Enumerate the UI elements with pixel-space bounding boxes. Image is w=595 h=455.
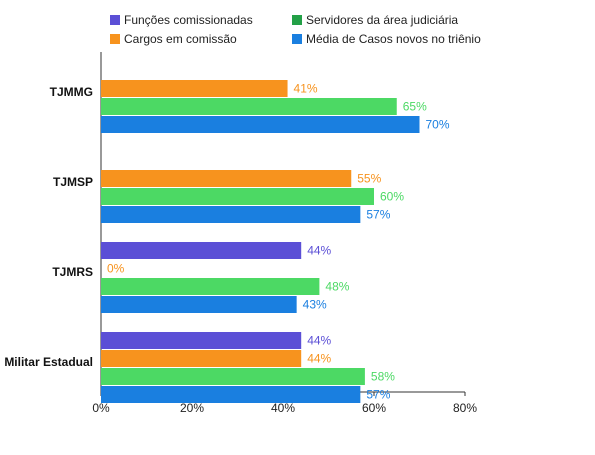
legend-item-servidores: Servidores da área judiciária <box>292 13 458 27</box>
x-tick-label: 40% <box>271 401 295 415</box>
category-label-militar-estadual: Militar Estadual <box>4 355 93 369</box>
legend-swatch-cargos-em-comissao <box>110 34 120 44</box>
bar-tjmrs-media-de-casos-novos-no-trienio <box>101 296 297 313</box>
legend-item-media-casos-novos: Média de Casos novos no triênio <box>292 32 481 46</box>
bar-tjmsp-media-de-casos-novos-no-trienio <box>101 206 361 223</box>
data-label-militar-estadual-media-de-casos-novos-no-trienio: 57% <box>366 388 390 402</box>
chart-legend: Funções comissionadas Servidores da área… <box>0 0 595 50</box>
data-label-tjmsp-servidores-da-area-judiciaria: 60% <box>380 190 404 204</box>
data-label-tjmrs-servidores-da-area-judiciaria: 48% <box>325 280 349 294</box>
bar-militar-estadual-media-de-casos-novos-no-trienio <box>101 386 361 403</box>
legend-label-servidores: Servidores da área judiciária <box>306 13 459 27</box>
legend-label-funcoes-comissionadas: Funções comissionadas <box>124 13 253 27</box>
legend-label-media-casos-novos: Média de Casos novos no triênio <box>306 32 481 46</box>
data-label-tjmsp-cargos-em-comissao: 55% <box>357 172 381 186</box>
bar-militar-estadual-cargos-em-comissao <box>101 350 302 367</box>
bar-tjmrs-servidores-da-area-judiciaria <box>101 278 320 295</box>
x-tick-label: 80% <box>453 401 477 415</box>
bar-tjmmg-media-de-casos-novos-no-trienio <box>101 116 420 133</box>
data-label-militar-estadual-funcoes-comissionadas: 44% <box>307 334 331 348</box>
data-label-tjmsp-media-de-casos-novos-no-trienio: 57% <box>366 208 390 222</box>
legend-swatch-media-casos-novos <box>292 34 302 44</box>
category-label-tjmrs: TJMRS <box>52 265 93 279</box>
legend-item-funcoes-comissionadas: Funções comissionadas <box>110 13 253 27</box>
data-label-tjmmg-media-de-casos-novos-no-trienio: 70% <box>426 118 450 132</box>
legend-item-cargos-em-comissao: Cargos em comissão <box>110 32 237 46</box>
legend-label-cargos-em-comissao: Cargos em comissão <box>124 32 237 46</box>
data-label-tjmmg-servidores-da-area-judiciaria: 65% <box>403 100 427 114</box>
legend-swatch-funcoes-comissionadas <box>110 15 120 25</box>
category-label-tjmmg: TJMMG <box>50 85 93 99</box>
data-label-tjmrs-media-de-casos-novos-no-trienio: 43% <box>303 298 327 312</box>
data-label-tjmmg-cargos-em-comissao: 41% <box>294 82 318 96</box>
bar-tjmsp-servidores-da-area-judiciaria <box>101 188 374 205</box>
legend-swatch-servidores <box>292 15 302 25</box>
category-label-tjmsp: TJMSP <box>53 175 93 189</box>
bar-militar-estadual-funcoes-comissionadas <box>101 332 302 349</box>
bar-tjmmg-cargos-em-comissao <box>101 80 288 97</box>
x-tick-label: 20% <box>180 401 204 415</box>
data-label-tjmrs-funcoes-comissionadas: 44% <box>307 244 331 258</box>
bar-tjmrs-funcoes-comissionadas <box>101 242 302 259</box>
bar-tjmmg-servidores-da-area-judiciaria <box>101 98 397 115</box>
data-label-militar-estadual-cargos-em-comissao: 44% <box>307 352 331 366</box>
bar-militar-estadual-servidores-da-area-judiciaria <box>101 368 365 385</box>
data-label-tjmrs-cargos-em-comissao: 0% <box>107 262 125 276</box>
x-tick-label: 0% <box>92 401 110 415</box>
bar-tjmsp-cargos-em-comissao <box>101 170 352 187</box>
data-label-militar-estadual-servidores-da-area-judiciaria: 58% <box>371 370 395 384</box>
x-tick-label: 60% <box>362 401 386 415</box>
